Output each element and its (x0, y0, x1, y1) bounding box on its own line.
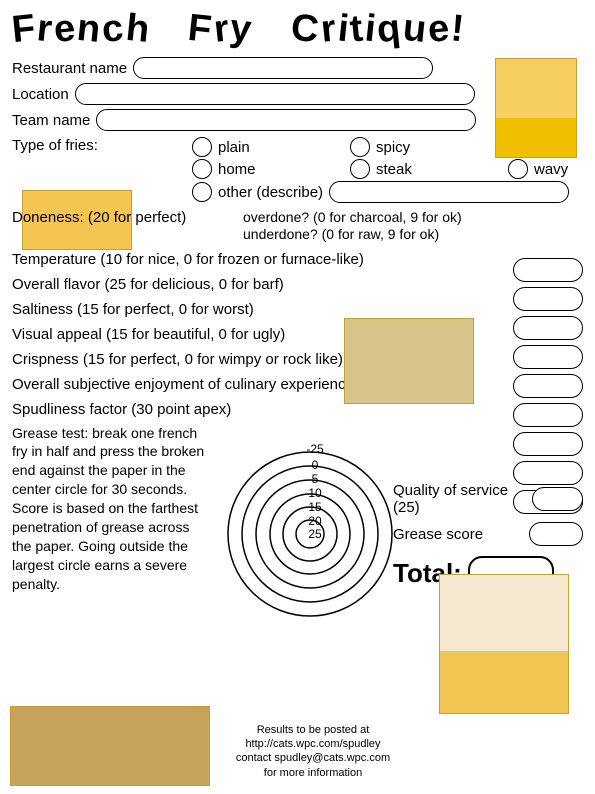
crit-spudliness: Spudliness factor (30 point apex) (12, 401, 583, 418)
footer-note: Results to be posted at http://cats.wpc.… (228, 723, 398, 780)
crit-enjoyment: Overall subjective enjoyment of culinary… (12, 376, 583, 393)
crit-crispness: Crispness (15 for perfect, 0 for wimpy o… (12, 351, 583, 368)
radio-wavy[interactable] (508, 159, 528, 179)
ring-25: 25 (308, 527, 321, 541)
ring-0: 0 (312, 458, 319, 472)
ring-10: 10 (308, 486, 321, 500)
crit-saltiness: Saltiness (15 for perfect, 0 for worst) (12, 301, 583, 318)
potatoes-image (10, 706, 210, 786)
fries-scoop-image (344, 318, 474, 404)
crit-doneness: Doneness: (20 for perfect) (12, 209, 243, 226)
type-steak: steak (376, 161, 412, 178)
type-home: home (218, 161, 256, 178)
radio-home[interactable] (192, 159, 212, 179)
score-crispness[interactable] (513, 432, 583, 456)
type-spicy: spicy (376, 139, 410, 156)
type-wavy: wavy (534, 161, 568, 178)
other-input[interactable] (329, 181, 569, 203)
score-grease[interactable] (529, 522, 583, 546)
restaurant-label: Restaurant name (12, 60, 127, 77)
crit-overdone: overdone? (0 for charcoal, 9 for ok) (243, 209, 503, 226)
radio-steak[interactable] (350, 159, 370, 179)
fries-bag-image (439, 574, 569, 714)
location-input[interactable] (75, 83, 475, 105)
ring-5: 5 (312, 472, 319, 486)
radio-spicy[interactable] (350, 137, 370, 157)
team-input[interactable] (96, 109, 476, 131)
crit-visual: Visual appeal (15 for beautiful, 0 for u… (12, 326, 583, 343)
type-plain: plain (218, 139, 250, 156)
team-label: Team name (12, 112, 90, 129)
fries-cup-image (495, 58, 577, 158)
crit-temperature: Temperature (10 for nice, 0 for frozen o… (12, 251, 583, 268)
type-other: other (describe) (218, 184, 323, 201)
page-title: French Fry Critique! (0, 0, 595, 55)
type-label: Type of fries: (12, 137, 98, 154)
grease-target: -25 0 5 10 15 20 25 (220, 424, 410, 624)
crit-underdone: underdone? (0 for raw, 9 for ok) (243, 226, 503, 243)
ring-20: 20 (308, 514, 321, 528)
location-label: Location (12, 86, 69, 103)
score-quality[interactable] (532, 487, 583, 511)
grease-score-label: Grease score (393, 526, 483, 543)
radio-plain[interactable] (192, 137, 212, 157)
quality-label: Quality of service (25) (393, 482, 532, 516)
ring-neg25: -25 (306, 442, 323, 456)
restaurant-input[interactable] (133, 57, 433, 79)
ring-15: 15 (308, 500, 321, 514)
crit-flavor: Overall flavor (25 for delicious, 0 for … (12, 276, 583, 293)
radio-other[interactable] (192, 182, 212, 202)
grease-instructions: Grease test: break one french fry in hal… (12, 424, 212, 624)
